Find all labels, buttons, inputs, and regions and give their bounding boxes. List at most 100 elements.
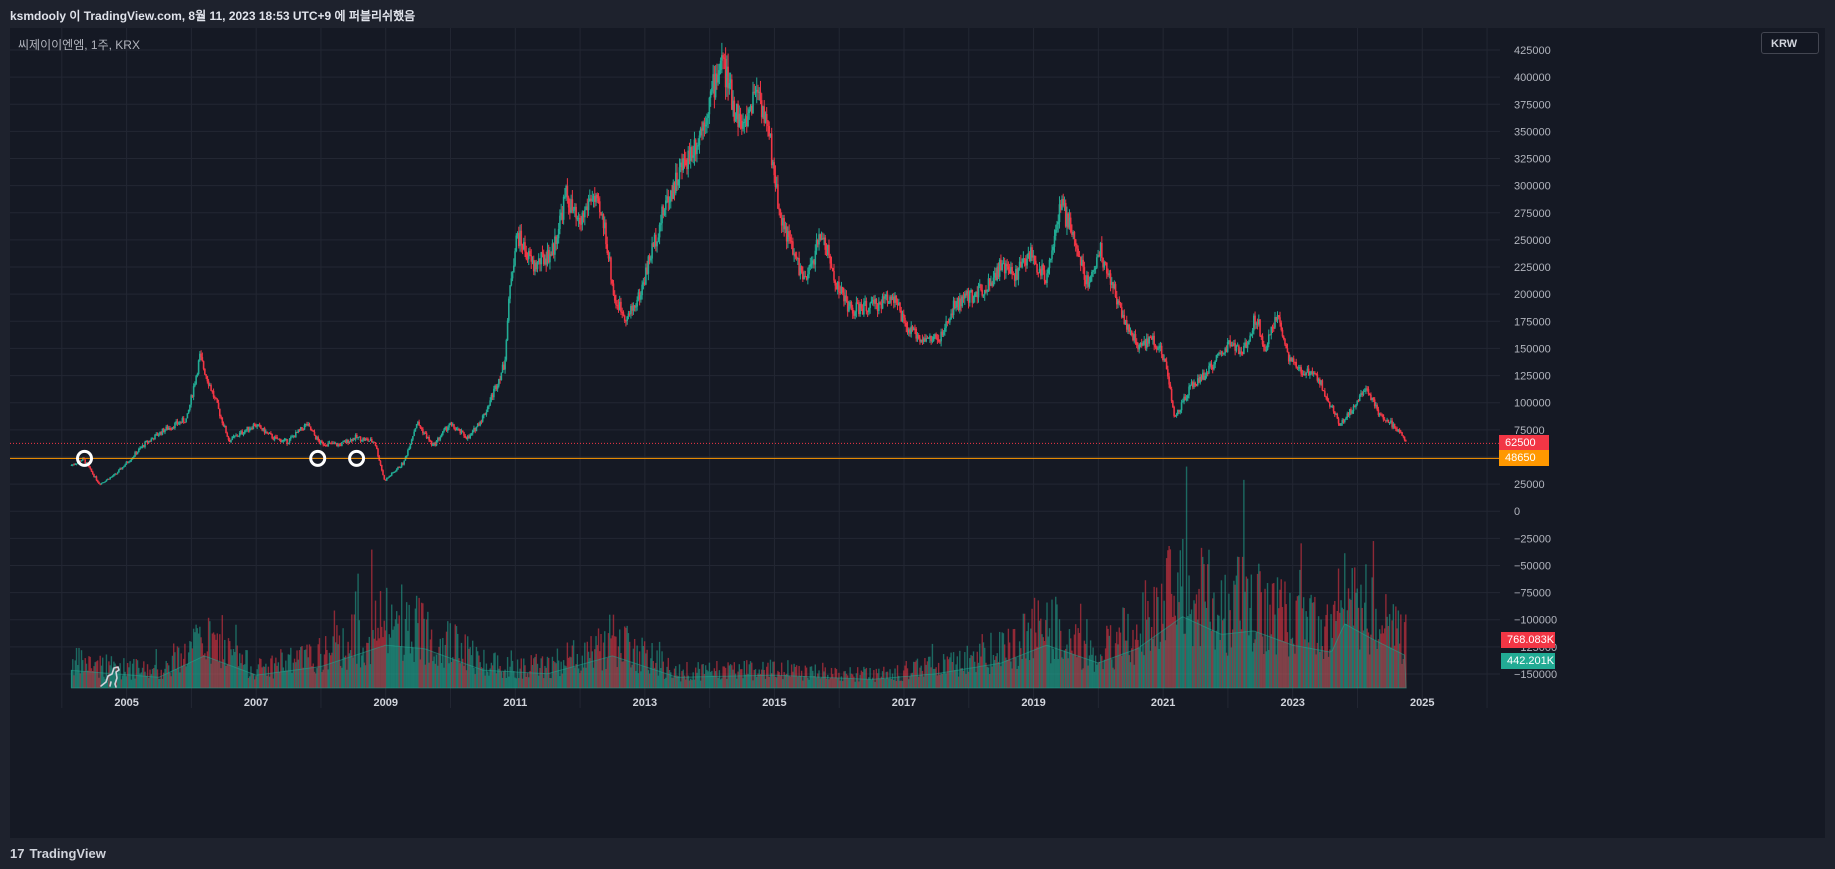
candle-body [540,252,543,265]
volume-bar [1164,640,1167,688]
volume-red-tag: 768.083K [1501,632,1555,648]
candle-body [296,432,298,434]
candle-body [126,461,129,463]
candle-body [301,427,303,429]
volume-bar [323,654,326,688]
candle-body [1032,255,1035,258]
candle-body [880,303,883,309]
volume-bar [754,669,757,688]
volume-bar [609,614,611,688]
candle-body [88,464,90,468]
candle-body [828,245,830,256]
candle-body [1370,394,1372,401]
candle-body [925,337,927,342]
candle-body [314,435,317,440]
candle-body [96,480,99,483]
candle-body [358,436,361,438]
volume-bar [359,667,362,688]
volume-bar [761,669,763,688]
candle-body [99,483,101,485]
volume-bar [191,648,194,688]
candle-body [1012,273,1015,275]
candle-body [778,208,780,210]
volume-bar [908,679,910,688]
currency-button[interactable]: KRW [1761,32,1819,54]
candle-body [554,236,556,255]
support-touch-marker [76,449,93,467]
candle-body [510,278,513,286]
volume-bar [1319,651,1321,688]
y-tick-label: 225000 [1514,262,1551,274]
volume-bar [1354,567,1356,688]
volume-bar [825,678,828,688]
candle-body [616,304,619,306]
tradingview-logo-icon[interactable]: 17 TradingView [10,846,106,861]
volume-bar [1139,633,1142,688]
candle-body [1319,379,1321,385]
candle-body [185,418,187,423]
current-price-tag: 62500 [1499,435,1549,452]
candle-body [602,214,605,229]
volume-bar [291,672,293,688]
candle-body [655,234,657,247]
volume-bar [262,666,265,688]
candle-body [354,434,357,440]
candle-body [343,441,346,443]
volume-bar [657,675,660,688]
candle-body [1270,326,1273,335]
candle-body [1164,358,1167,362]
volume-bar [783,671,785,688]
candle-body [1276,315,1279,321]
candle-body [159,431,161,435]
volume-bar [775,677,778,688]
candle-body [201,357,204,362]
volume-bar [1128,655,1130,688]
candle-body [952,300,955,316]
chart-pane[interactable]: 425000 400000 375000 350000 325000 300000 2750… [10,28,1825,838]
candle-body [246,426,249,431]
volume-bar [971,655,973,688]
candle-body [1031,247,1033,258]
candle-body [1023,258,1026,260]
volume-bar [1210,631,1213,688]
volume-bar [1342,609,1345,688]
candle-body [1279,317,1281,323]
volume-bar [1074,624,1077,688]
volume-bar [676,675,678,688]
candle-body [337,444,339,447]
volume-bar [534,656,536,688]
volume-bar [158,678,160,688]
volume-bar [1300,543,1302,688]
volume-bar [367,643,369,688]
volume-bar [182,658,185,688]
volume-bar [881,671,884,688]
candle-body [1191,382,1194,388]
volume-bar [197,633,200,688]
volume-bar [435,654,438,688]
volume-bar [579,673,581,688]
candle-body [991,282,994,286]
candle-body [190,395,192,405]
volume-bar [858,681,860,688]
candle-body [1123,314,1126,325]
candle-body [1094,267,1097,270]
volume-bar [975,672,977,688]
volume-bar [500,671,503,688]
candle-body [850,302,853,308]
candle-body [1082,259,1084,268]
chart-canvas[interactable]: 4250004000003750003500003250003000002750… [10,28,1825,838]
volume-bar [1142,592,1144,688]
candle-body [252,424,255,429]
candle-body [506,320,509,341]
volume-bar [1352,625,1355,688]
candle-body [389,475,392,477]
candle-body [481,415,484,422]
volume-bar [1366,628,1368,688]
candle-body [1311,371,1314,374]
candle-body [1074,239,1077,245]
volume-bar [1219,640,1221,688]
volume-bar [343,657,346,688]
volume-bar [694,667,697,688]
volume-bar [506,657,509,688]
volume-bar [74,660,76,688]
